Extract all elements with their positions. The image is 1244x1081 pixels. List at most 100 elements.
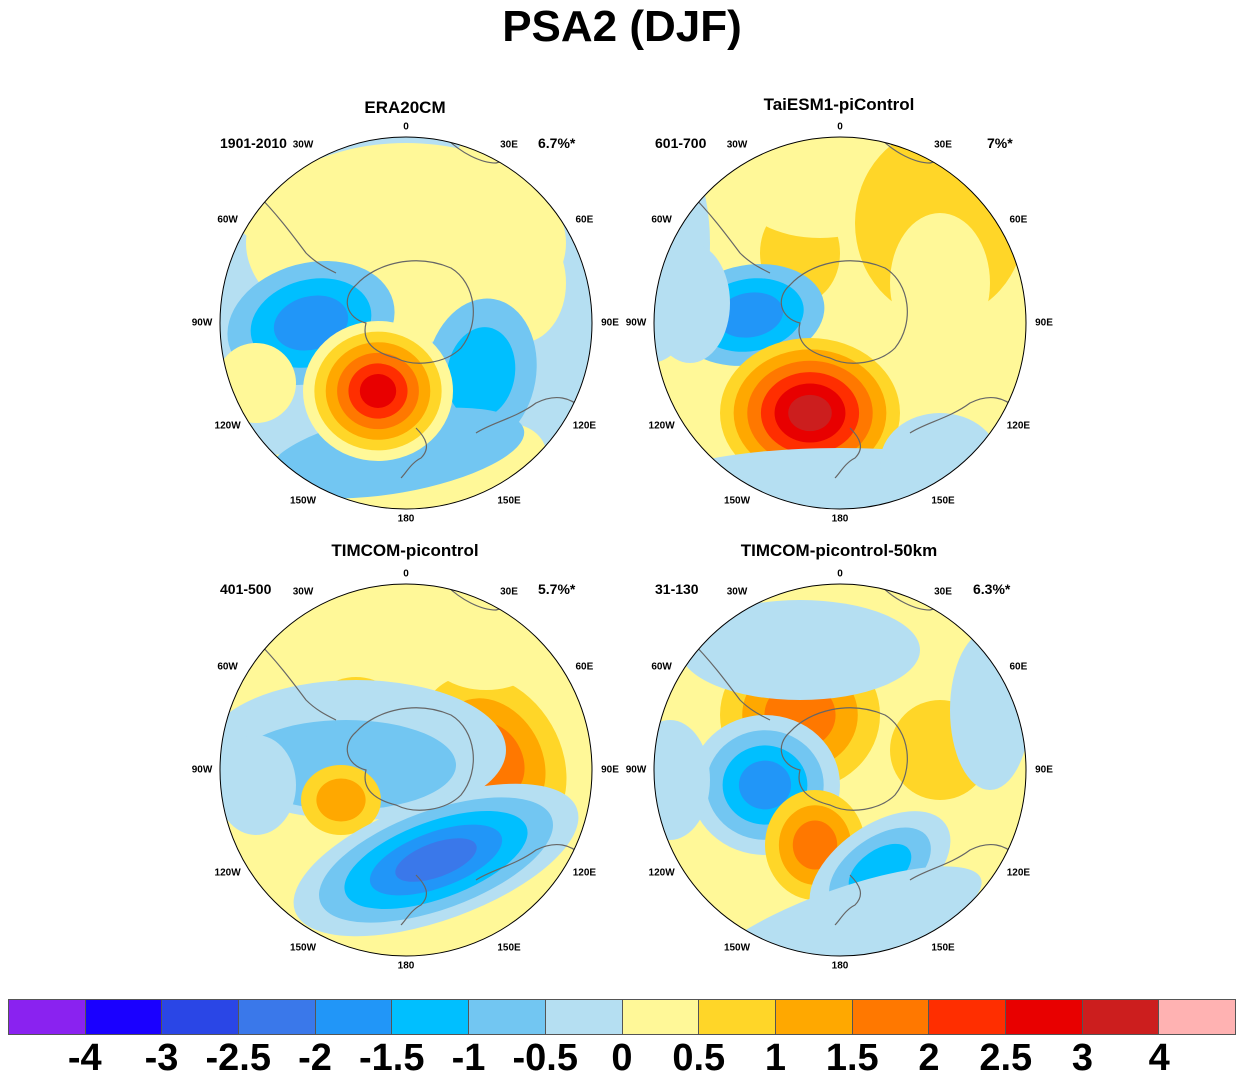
panel-variance: 6.7%* [538, 135, 576, 151]
longitude-label: 60W [651, 214, 672, 226]
panel-period: 401-500 [220, 581, 272, 597]
colorbar-swatch [391, 999, 469, 1035]
map-border [219, 136, 593, 510]
anomaly-contour [654, 720, 710, 840]
colorbar-tick-label: 2.5 [979, 1037, 1033, 1079]
anomaly-contour [890, 213, 990, 353]
colorbar-swatch [928, 999, 1005, 1035]
colorbar-swatch [698, 999, 775, 1035]
panel-title: TaiESM1-piControl [763, 95, 915, 114]
longitude-label: 30E [934, 586, 952, 598]
anomaly-contour [220, 343, 296, 423]
panel-period: 601-700 [655, 135, 707, 151]
colorbar-swatch [774, 999, 852, 1035]
panel-variance: 7%* [987, 135, 1013, 151]
anomaly-contour [738, 760, 792, 810]
longitude-label: 90W [625, 317, 647, 329]
longitude-label: 180 [831, 960, 849, 972]
colorbar-tick-label: -1 [451, 1037, 486, 1079]
colorbar-swatch [1158, 999, 1236, 1035]
longitude-label: 120E [572, 420, 597, 432]
longitude-label: 30E [500, 139, 518, 151]
panel-title: TIMCOM-picontrol [331, 541, 479, 560]
colorbar-tick-labels: -4 -3 -2.5 -2 -1.5 -1 -0.5 0 0.5 1 1.5 2 2.5 3 4 [0, 1036, 1244, 1081]
map-panel: TIMCOM-picontrol 401-500 5.7%* 0 30E 60E 90E 12… [192, 541, 620, 981]
longitude-label: 150W [723, 942, 751, 954]
anomaly-contour [395, 838, 477, 882]
longitude-label: 90E [1035, 764, 1053, 776]
anomaly-contour [273, 295, 349, 351]
longitude-label: 150E [931, 495, 955, 507]
colorbar [8, 999, 1236, 1035]
longitude-label: 0 [837, 568, 843, 580]
longitude-label: 30W [726, 586, 748, 598]
anomaly-contour [220, 735, 296, 835]
colorbar-tick-label: -4 [67, 1037, 102, 1079]
longitude-label: 120W [214, 420, 241, 432]
polar-map [653, 583, 1027, 957]
longitude-label: 120W [648, 420, 675, 432]
colorbar-tick-label: 0.5 [672, 1037, 726, 1079]
longitude-label: 150E [497, 495, 521, 507]
anomaly-contour [950, 630, 1026, 790]
colorbar-tick-label: -1.5 [359, 1037, 425, 1079]
longitude-label: 30W [726, 139, 748, 151]
anomaly-contour [698, 866, 982, 956]
colorbar-swatch [621, 999, 699, 1035]
colorbar-tick-label: -0.5 [512, 1037, 578, 1079]
new-zealand-outline [400, 874, 428, 926]
longitude-label: 150W [289, 942, 317, 954]
map-panel: TIMCOM-picontrol-50km 31-130 6.3%* 0 30E 60E 9… [626, 541, 1054, 981]
anomaly-contour [359, 374, 397, 408]
antarctica-outline [346, 260, 474, 364]
anomaly-contour [680, 600, 920, 700]
anomaly-contour [792, 820, 838, 870]
longitude-label: 30W [292, 586, 314, 598]
colorbar-tick-label: 3 [1071, 1037, 1094, 1079]
anomaly-contour [446, 327, 516, 419]
colorbar-tick-label: 1.5 [825, 1037, 879, 1079]
longitude-label: 0 [403, 121, 409, 133]
colorbar-swatch [1081, 999, 1159, 1035]
anomaly-contour [316, 778, 366, 822]
colorbar-swatch [84, 999, 162, 1035]
longitude-label: 60E [575, 214, 594, 226]
colorbar-tick-label: 2 [918, 1037, 940, 1079]
figure-title: PSA2 (DJF) [502, 2, 742, 51]
map-border [653, 583, 1027, 957]
south-america-outline [689, 192, 771, 274]
colorbar-swatch [468, 999, 545, 1035]
longitude-label: 120W [214, 867, 241, 879]
panel-title: ERA20CM [364, 98, 446, 117]
colorbar-tick-label: -2.5 [205, 1037, 271, 1079]
longitude-label: 150W [723, 495, 751, 507]
longitude-label: 150E [931, 942, 955, 954]
colorbar-swatch [314, 999, 392, 1035]
colorbar-swatch [544, 999, 622, 1035]
longitude-label: 120E [1006, 867, 1031, 879]
panel-period: 31-130 [655, 581, 699, 597]
longitude-label: 120W [648, 867, 675, 879]
colorbar-tick-label: 1 [764, 1037, 787, 1079]
south-america-outline [255, 639, 337, 721]
longitude-label: 30E [500, 586, 518, 598]
colorbar-swatch [851, 999, 929, 1035]
longitude-label: 90E [601, 317, 619, 329]
longitude-label: 30W [292, 139, 314, 151]
polar-map [653, 136, 1027, 510]
map-border [219, 583, 593, 957]
panel-variance: 5.7%* [538, 581, 576, 597]
longitude-label: 60E [1009, 214, 1028, 226]
colorbar-swatch [1004, 999, 1082, 1035]
longitude-label: 60E [575, 661, 594, 673]
colorbar-tick-label: -3 [144, 1037, 179, 1079]
colorbar-tick-label: -2 [298, 1037, 332, 1079]
longitude-label: 90W [191, 764, 213, 776]
longitude-label: 60W [217, 661, 238, 673]
new-zealand-outline [834, 427, 862, 479]
longitude-label: 0 [837, 121, 843, 133]
longitude-label: 30E [934, 139, 952, 151]
polar-map [219, 583, 593, 957]
longitude-label: 60E [1009, 661, 1028, 673]
anomaly-contour [654, 448, 1026, 509]
